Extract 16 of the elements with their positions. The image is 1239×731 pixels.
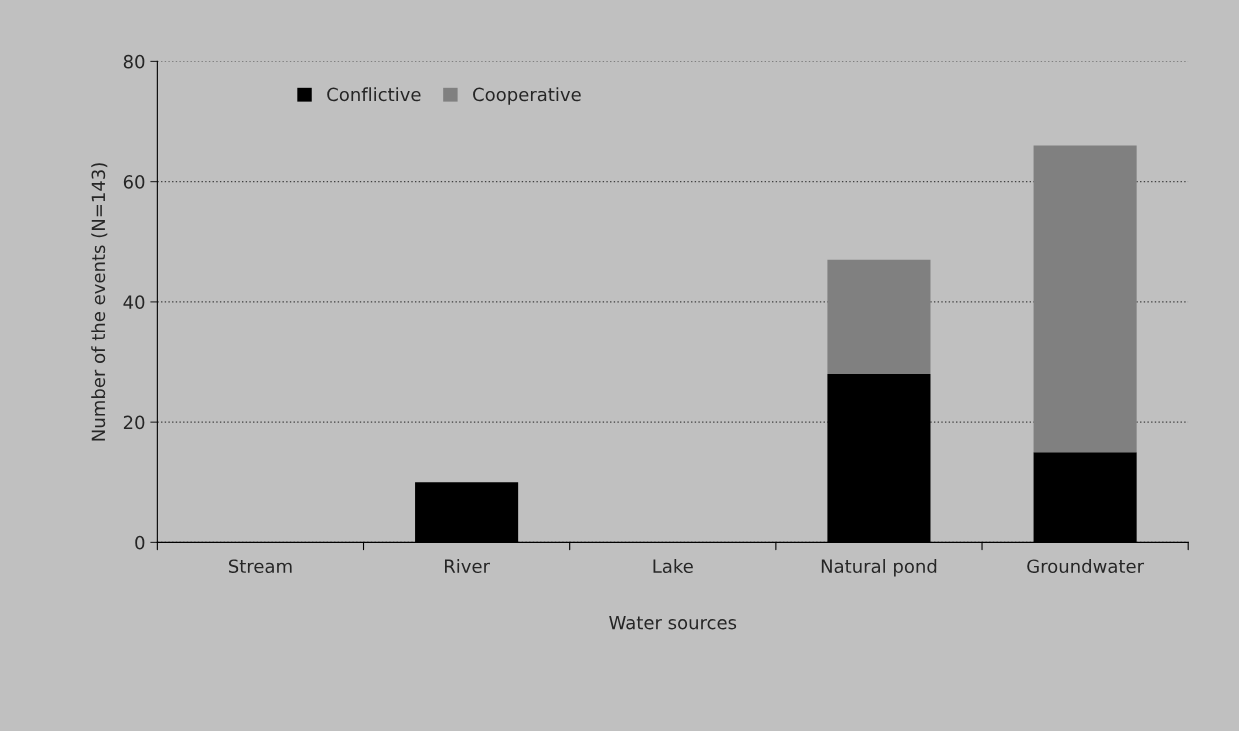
y-tick-label: 80 [123,54,145,69]
x-tick-label: Lake [653,559,693,574]
bar [827,259,931,375]
legend-label: Cooperative [473,87,581,105]
legend-label: Conflictive [327,87,421,102]
bar [1033,145,1137,453]
y-tick-label: 0 [135,535,145,550]
x-axis-title: Water sources [609,615,737,630]
y-tick-label: 20 [123,415,145,430]
x-tick-label: Groundwater [1027,559,1145,574]
y-axis-title: Number of the events (N=143) [91,163,108,441]
y-tick-label: 60 [123,175,145,189]
x-tick-label: Stream [228,559,292,574]
x-tick-label: River [444,559,490,574]
y-tick-label: 40 [123,295,145,310]
x-tick-label: Natural pond [821,559,937,577]
